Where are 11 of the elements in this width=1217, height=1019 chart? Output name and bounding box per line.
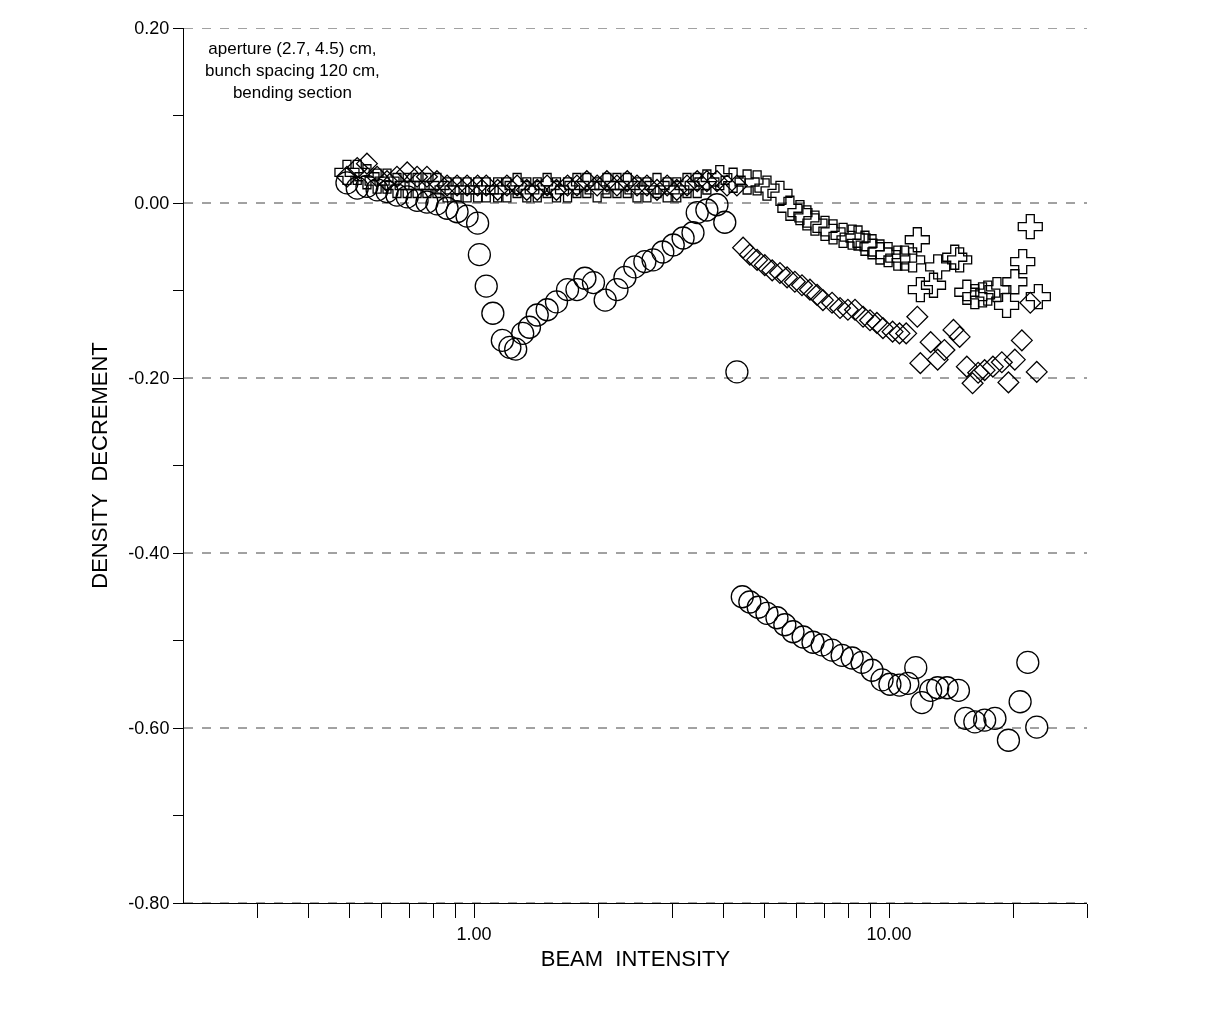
x-axis-title: BEAM INTENSITY [540,946,731,972]
annotation: aperture (2.7, 4.5) cm, bunch spacing 120 cm, bending section [205,39,380,103]
y-tick-label: -0.40 [128,543,170,564]
y-tick-label: -0.20 [128,368,170,389]
y-tick-label: -0.60 [128,718,170,739]
y-tick-label: -0.80 [128,893,170,914]
x-tick-label: 10.00 [866,923,912,944]
x-tick-label: 1.00 [456,923,492,944]
y-axis-title: DENSITY DECREMENT [87,342,113,589]
y-tick-label: 0.00 [134,193,170,214]
y-tick-label: 0.20 [134,18,170,39]
